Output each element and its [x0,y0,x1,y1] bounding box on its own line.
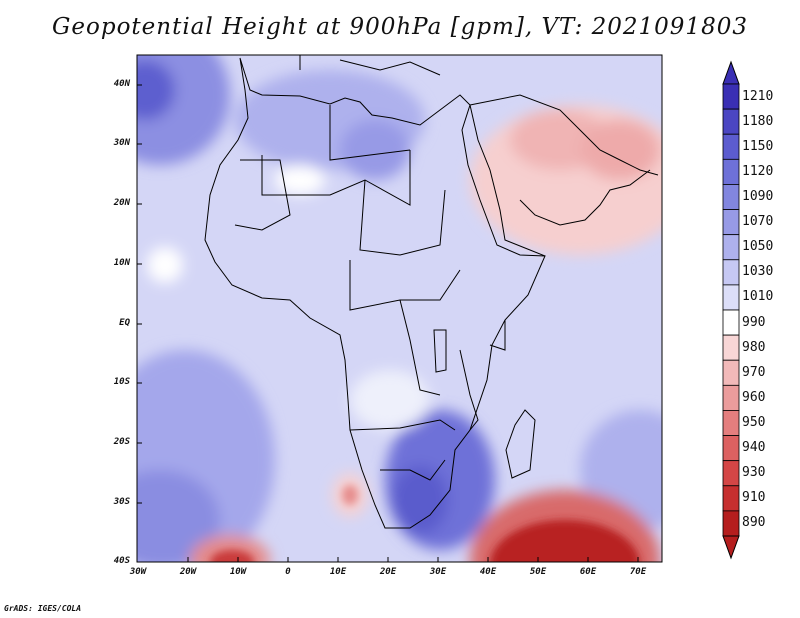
colorbar-label: 1030 [742,264,774,280]
lon-label-50e: 50E [529,567,547,577]
lon-label-0: 0 [285,567,291,577]
lon-label-30w: 30W [129,567,147,577]
colorbar-label: 1010 [742,289,774,305]
lon-label-60e: 60E [579,567,597,577]
coastlines [204,55,659,529]
colorbar-label: 890 [742,515,766,531]
colorbar-label: 980 [742,339,766,355]
colorbar-swatch [722,108,740,135]
colorbar-label: 950 [742,415,766,430]
lon-label-20e: 20E [379,567,397,577]
colorbar-swatch [722,234,740,261]
colorbar-swatch [722,133,740,160]
colorbar-label: 960 [742,389,766,405]
lon-label-10e: 10E [329,567,347,577]
lat-label-eq: EQ [119,318,130,328]
colorbar-swatch [722,83,740,110]
lon-label-10w: 10W [229,567,247,577]
colorbar-swatch [722,359,740,386]
colorbar-swatch [722,259,740,286]
colorbar-swatch [722,485,740,512]
lat-label-30n: 30N [113,138,130,148]
colorbar-swatch [722,184,740,210]
lon-label-40e: 40E [479,567,497,577]
lat-label-40s: 40S [113,556,130,566]
colorbar-label: 1090 [742,189,774,204]
colorbar-label: 1150 [742,138,774,154]
lat-label-10n: 10N [113,258,130,268]
colorbar-swatch [722,460,740,487]
colorbar-swatch [722,158,740,185]
axis-ticks [137,84,639,562]
colorbar-swatch [722,334,740,361]
colorbar [722,60,740,560]
lat-label-30s: 30S [113,497,130,507]
colorbar-label: 1210 [742,88,774,104]
colorbar-label: 1070 [742,214,774,230]
lat-label-20n: 20N [113,198,130,208]
colorbar-swatch [722,284,740,311]
chart-title: Geopotential Height at 900hPa [gpm], VT:… [52,14,748,40]
lon-label-30e: 30E [429,567,447,577]
colorbar-label: 940 [742,440,766,456]
footer-credit: GrADS: IGES/COLA [4,604,82,613]
colorbar-label: 930 [742,465,766,481]
colorbar-label: 990 [742,314,766,330]
colorbar-bottom-arrow [722,535,740,560]
colorbar-swatch [722,209,740,236]
colorbar-label: 910 [742,490,766,506]
colorbar-top-arrow [722,60,740,85]
colorbar-swatch [722,309,740,336]
lon-label-70e: 70E [629,567,647,577]
colorbar-label: 1050 [742,239,774,255]
colorbar-swatch [722,435,740,462]
colorbar-label: 1180 [742,113,774,129]
lat-label-40n: 40N [113,79,130,89]
lat-label-10s: 10S [113,377,130,387]
colorbar-swatch [722,510,740,537]
colorbar-swatch [722,384,740,411]
colorbar-label: 1120 [742,163,774,179]
lon-label-20w: 20W [179,567,197,577]
lat-label-20s: 20S [113,437,130,447]
colorbar-label: 970 [742,364,766,380]
height-field [137,55,662,562]
colorbar-swatch [722,410,740,436]
map-frame [136,54,663,563]
